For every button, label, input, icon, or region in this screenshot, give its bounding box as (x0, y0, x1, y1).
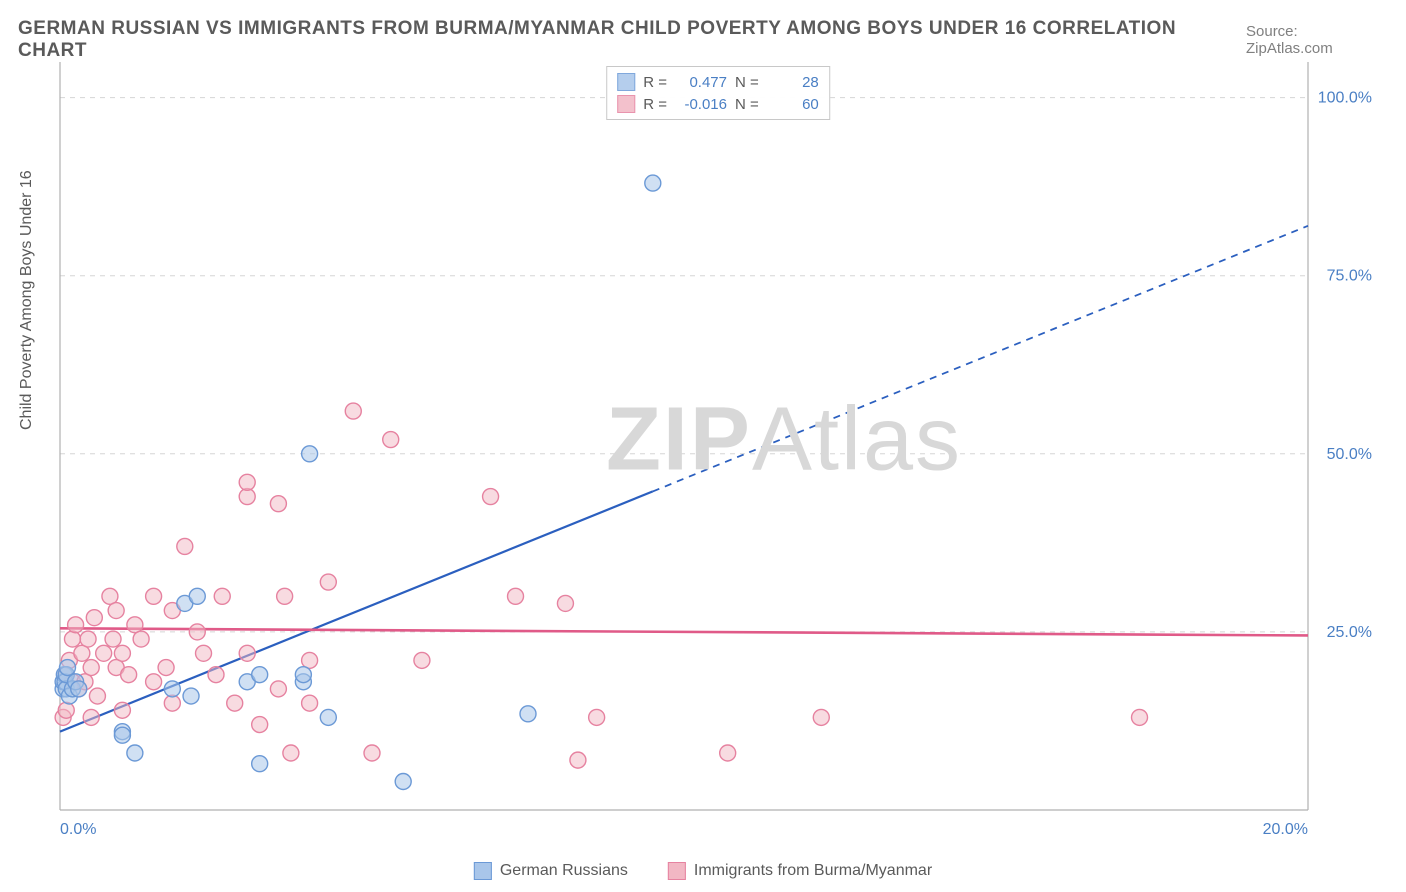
plot-area: 25.0%50.0%75.0%100.0%0.0%20.0% ZIPAtlas … (58, 60, 1378, 820)
r-label-b: R = (643, 96, 667, 113)
svg-text:75.0%: 75.0% (1327, 268, 1372, 285)
n-label-a: N = (735, 74, 759, 91)
title-bar: GERMAN RUSSIAN VS IMMIGRANTS FROM BURMA/… (18, 18, 1388, 62)
svg-text:0.0%: 0.0% (60, 821, 96, 838)
scatter-chart: 25.0%50.0%75.0%100.0%0.0%20.0% (58, 60, 1378, 820)
n-value-a: 28 (767, 74, 819, 91)
r-label-a: R = (643, 74, 667, 91)
svg-text:50.0%: 50.0% (1327, 446, 1372, 463)
swatch-series-b (617, 95, 635, 113)
source-attribution: Source: ZipAtlas.com (1246, 23, 1388, 57)
chart-title: GERMAN RUSSIAN VS IMMIGRANTS FROM BURMA/… (18, 18, 1246, 62)
stats-legend-box: R = 0.477 N = 28 R = -0.016 N = 60 (606, 66, 830, 120)
legend-swatch-b (668, 862, 686, 880)
r-value-a: 0.477 (675, 74, 727, 91)
r-value-b: -0.016 (675, 96, 727, 113)
legend-item-a: German Russians (474, 862, 628, 880)
n-value-b: 60 (767, 96, 819, 113)
bottom-legend: German Russians Immigrants from Burma/My… (474, 862, 932, 880)
y-axis-label: Child Poverty Among Boys Under 16 (18, 170, 36, 430)
legend-swatch-a (474, 862, 492, 880)
svg-text:25.0%: 25.0% (1327, 624, 1372, 641)
svg-text:100.0%: 100.0% (1318, 90, 1372, 107)
legend-label-b: Immigrants from Burma/Myanmar (694, 862, 932, 880)
stats-row-series-a: R = 0.477 N = 28 (617, 71, 819, 93)
n-label-b: N = (735, 96, 759, 113)
swatch-series-a (617, 73, 635, 91)
svg-text:20.0%: 20.0% (1263, 821, 1308, 838)
legend-item-b: Immigrants from Burma/Myanmar (668, 862, 932, 880)
legend-label-a: German Russians (500, 862, 628, 880)
stats-row-series-b: R = -0.016 N = 60 (617, 93, 819, 115)
